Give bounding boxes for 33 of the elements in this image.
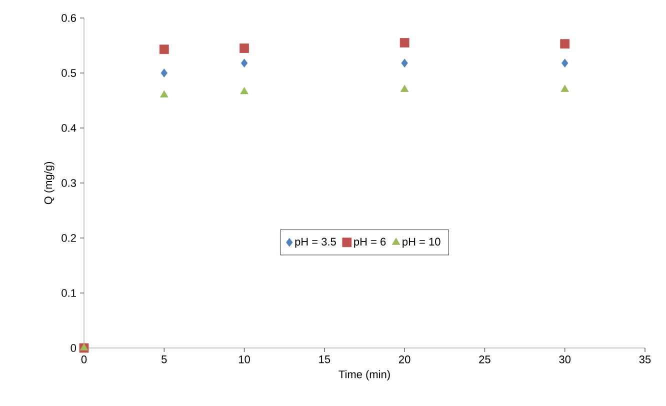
point — [159, 44, 169, 54]
x-axis-title: Time (min) — [338, 370, 390, 380]
point — [400, 84, 409, 92]
y-tick-label: 0.5 — [62, 69, 76, 77]
y-tick-label: 0.1 — [62, 289, 76, 297]
point — [240, 58, 248, 68]
legend-label: pH = 10 — [402, 238, 440, 248]
x-tick-label: 25 — [479, 356, 490, 364]
point — [560, 39, 570, 49]
y-tick-label: 0.2 — [62, 234, 76, 242]
point — [240, 44, 249, 53]
y-tick-label: 0.6 — [62, 14, 76, 22]
x-tick-label: 35 — [639, 356, 651, 364]
point — [160, 68, 168, 78]
point — [562, 58, 568, 68]
x-tick-label: 5 — [162, 356, 167, 364]
x-tick-label: 30 — [559, 356, 571, 364]
x-tick-label: 20 — [399, 356, 410, 364]
x-tick-label: 0 — [81, 356, 87, 364]
y-axis-title: Q (mg/g) — [44, 162, 54, 204]
y-tick-label: 0.4 — [62, 124, 76, 132]
point — [240, 87, 248, 94]
point — [80, 343, 88, 350]
point — [560, 84, 569, 92]
point — [400, 38, 410, 48]
legend-label: pH = 6 — [354, 238, 386, 248]
y-tick-label: 0 — [70, 344, 76, 352]
point — [401, 58, 408, 68]
legend-label: pH = 3.5 — [295, 238, 336, 248]
point — [160, 90, 168, 98]
x-tick-label: 15 — [319, 356, 330, 364]
x-tick-label: 10 — [239, 356, 250, 364]
y-tick-label: 0.3 — [62, 179, 76, 187]
